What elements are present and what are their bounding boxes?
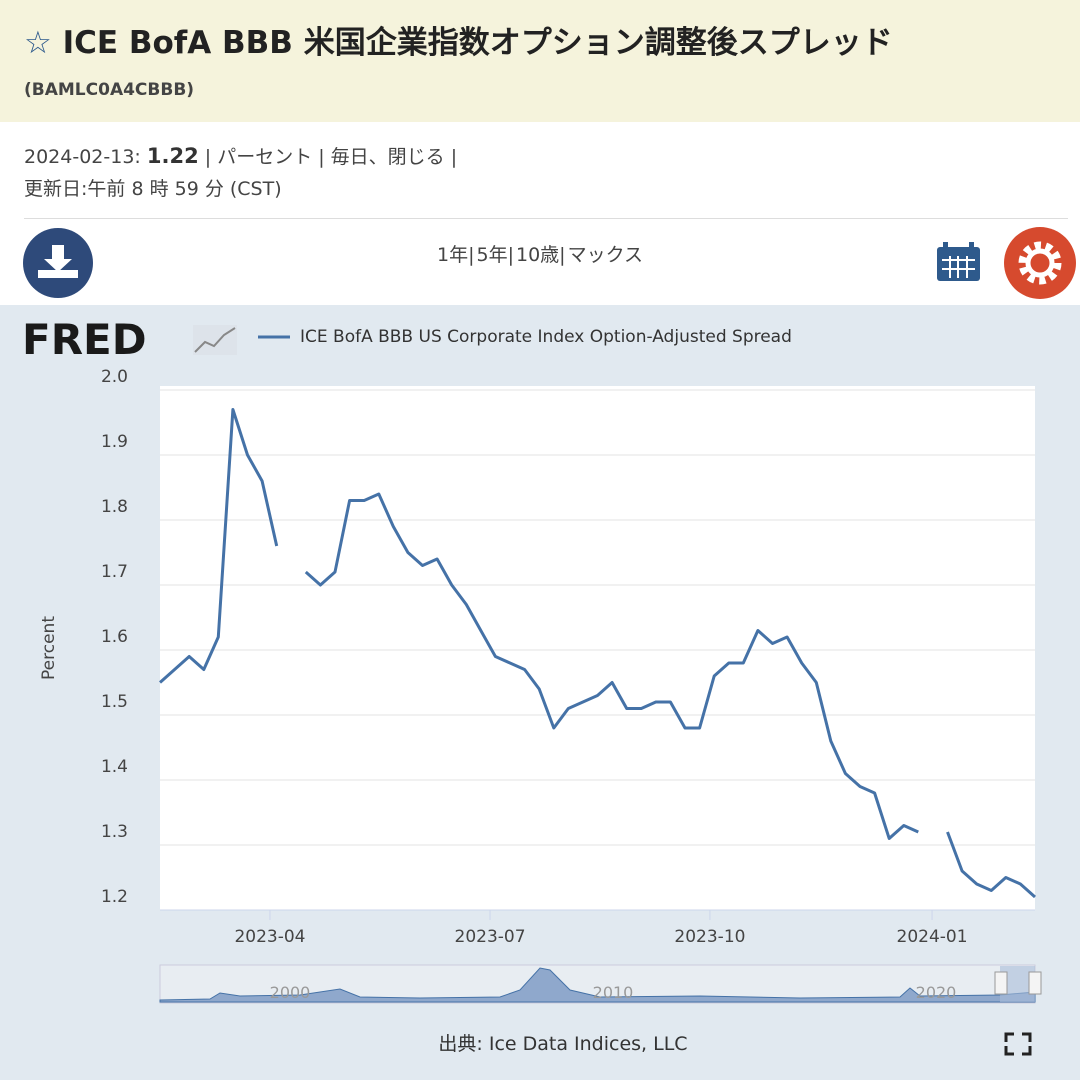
y-axis-label: Percent	[39, 616, 59, 680]
calendar-ring	[943, 242, 948, 252]
series-id: (BAMLC0A4CBBB)	[24, 80, 195, 100]
x-tick-label: 2023-04	[234, 927, 305, 947]
obs-details: | パーセント | 毎日、閉じる | 更新日:午前 8 時 59 分 (CST)	[24, 146, 458, 200]
x-tick-label: 2023-10	[674, 927, 745, 947]
fullscreen-button[interactable]	[1004, 1032, 1032, 1056]
logo-icon	[193, 325, 237, 355]
y-tick-label: 1.8	[101, 497, 128, 517]
title-text: ICE BofA BBB 米国企業指数オプション調整後スプレッド	[62, 25, 893, 61]
y-tick-label: 1.3	[101, 822, 128, 842]
series-line	[304, 492, 919, 840]
series-line	[159, 408, 279, 684]
range-link[interactable]: 1年|	[436, 244, 475, 266]
y-tick-label: 1.2	[101, 887, 128, 907]
gear-icon	[1025, 248, 1055, 278]
plot: 1.2 1.3 1.4 1.5 1.6 1.7 1.8 1.9 2.0 2023-04 2023-0…	[101, 367, 1036, 947]
download-icon	[38, 245, 78, 278]
plot-area	[160, 386, 1035, 910]
separator	[24, 218, 1068, 219]
title: ☆ ICE BofA BBB 米国企業指数オプション調整後スプレッド (BAMLC…	[24, 22, 1054, 111]
logo: FRED	[22, 315, 147, 364]
gear-teeth	[1018, 241, 1062, 285]
y-tick-label: 1.4	[101, 757, 128, 777]
navigator-handle[interactable]	[1028, 971, 1042, 995]
y-tick-label: 1.6	[101, 627, 128, 647]
y-tick-label: 1.9	[101, 432, 128, 452]
legend-label: ICE BofA BBB US Corporate Index Option-A…	[300, 327, 792, 347]
obs-date: 2024-02-13:	[24, 146, 141, 168]
y-tick-label: 1.7	[101, 562, 128, 582]
header: ☆ ICE BofA BBB 米国企業指数オプション調整後スプレッド (BAMLC…	[0, 0, 1080, 122]
series-line	[946, 831, 1036, 899]
range-link[interactable]: 10歳|	[515, 244, 566, 266]
navigator-label: 2000	[270, 983, 311, 1002]
range-selector: 1年| 5年| 10歳| マックス	[0, 240, 1080, 267]
obs-value: 1.22	[146, 144, 199, 168]
calendar-ring	[969, 242, 974, 252]
x-tick-label: 2023-07	[455, 927, 526, 947]
x-tick-label: 2024-01	[897, 927, 968, 947]
calendar-button[interactable]	[937, 242, 980, 281]
navigator-label: 2020	[916, 983, 957, 1002]
range-link[interactable]: マックス	[567, 244, 644, 266]
info: 2024-02-13: 1.22 | パーセント | 毎日、閉じる | 更新日:…	[24, 140, 464, 205]
logo-icon-line	[194, 327, 236, 353]
calendar-grid	[942, 256, 975, 278]
navigator-handle[interactable]	[994, 971, 1008, 995]
y-tick-label: 1.5	[101, 692, 128, 712]
range-link[interactable]: 5年|	[476, 244, 514, 266]
y-tick-label: 2.0	[101, 367, 128, 387]
source: 出典: Ice Data Indices, LLC	[438, 1033, 687, 1055]
settings-button[interactable]	[1004, 227, 1076, 299]
favorite-star[interactable]: ☆	[24, 25, 52, 61]
navigator-label: 2010	[593, 983, 634, 1002]
